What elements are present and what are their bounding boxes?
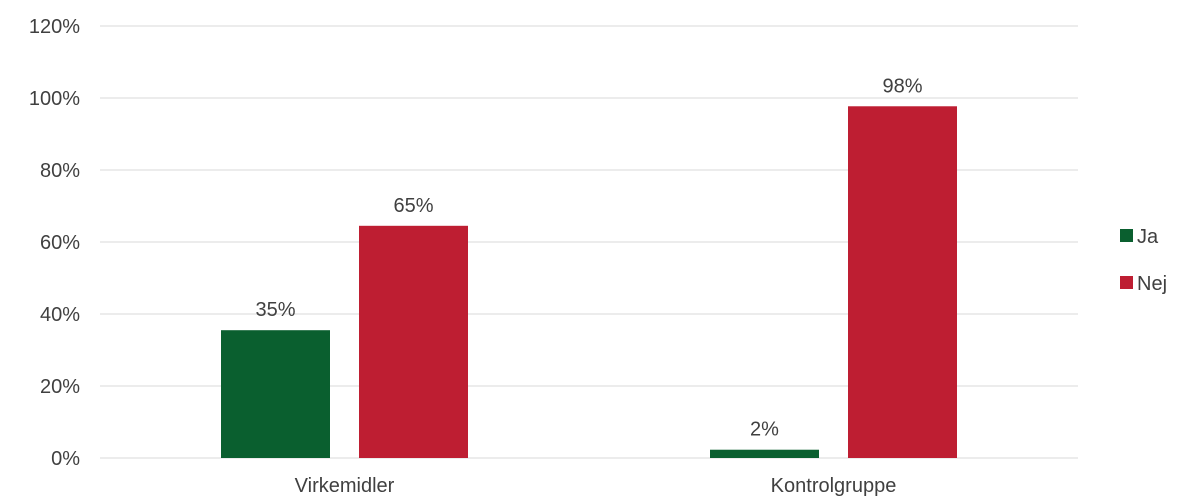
- y-tick-label: 60%: [40, 232, 80, 254]
- y-axis-tick-labels: 0% 20% 40% 60% 80% 100% 120%: [29, 16, 80, 470]
- legend-swatch: [1120, 276, 1133, 289]
- legend: Ja Nej: [1120, 226, 1167, 295]
- data-label: 98%: [882, 75, 922, 97]
- y-tick-label: 40%: [40, 304, 80, 326]
- data-labels: 35% 65% 2% 98%: [255, 75, 922, 440]
- x-tick-label: Virkemidler: [295, 475, 395, 497]
- bar-ja-kontrolgruppe: [710, 449, 819, 458]
- legend-swatch: [1120, 229, 1133, 242]
- data-label: 2%: [750, 419, 779, 441]
- bar-ja-virkemidler: [221, 330, 330, 458]
- bar-nej-kontrolgruppe: [848, 106, 957, 458]
- y-tick-label: 80%: [40, 160, 80, 182]
- y-tick-label: 0%: [51, 448, 80, 470]
- legend-label: Ja: [1137, 226, 1159, 248]
- y-tick-label: 20%: [40, 376, 80, 398]
- x-tick-label: Kontrolgruppe: [771, 475, 897, 497]
- y-tick-label: 100%: [29, 88, 80, 110]
- legend-label: Nej: [1137, 273, 1167, 295]
- bars: [221, 106, 957, 458]
- y-tick-label: 120%: [29, 16, 80, 38]
- x-axis-tick-labels: Virkemidler Kontrolgruppe: [295, 475, 897, 497]
- bar-nej-virkemidler: [359, 225, 468, 458]
- data-label: 65%: [393, 195, 433, 217]
- data-label: 35%: [255, 299, 295, 321]
